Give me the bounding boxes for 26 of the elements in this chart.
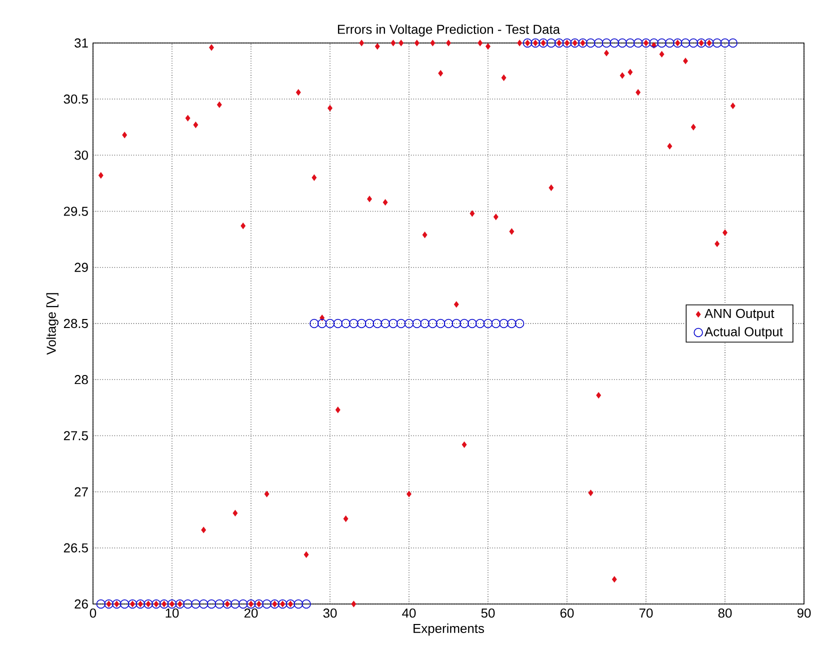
y-tick-label: 29.5 xyxy=(64,206,88,216)
x-tick-label: 80 xyxy=(718,608,732,618)
legend-label: ANN Output xyxy=(704,308,774,321)
y-tick-label: 27.5 xyxy=(64,431,88,440)
y-tick-label: 27 xyxy=(74,487,88,496)
x-tick-label: 90 xyxy=(797,608,811,618)
x-tick-label: 60 xyxy=(560,608,574,618)
y-tick-label: 28 xyxy=(74,375,88,384)
y-tick-label: 29 xyxy=(74,262,88,272)
y-tick-label: 26 xyxy=(74,599,88,609)
y-tick-label: 26.5 xyxy=(64,543,88,552)
x-tick-label: 70 xyxy=(639,608,653,618)
x-tick-label: 40 xyxy=(402,608,416,618)
y-axis-title: Voltage [V] xyxy=(46,293,58,355)
x-tick-label: 10 xyxy=(166,608,179,618)
x-axis-title: Experiments xyxy=(414,624,484,636)
chart-title: Errors in Voltage Prediction - Test Data xyxy=(338,24,560,36)
x-tick-label: 20 xyxy=(244,608,258,618)
y-tick-label: 31 xyxy=(74,38,88,48)
y-tick-label: 30.5 xyxy=(64,94,88,104)
y-tick-label: 30 xyxy=(74,150,88,160)
x-tick-label: 30 xyxy=(323,608,337,618)
legend-label: Actual Output xyxy=(704,326,783,339)
x-tick-label: 50 xyxy=(481,608,495,618)
x-tick-label: 0 xyxy=(90,608,96,618)
y-tick-label: 28.5 xyxy=(64,318,88,328)
